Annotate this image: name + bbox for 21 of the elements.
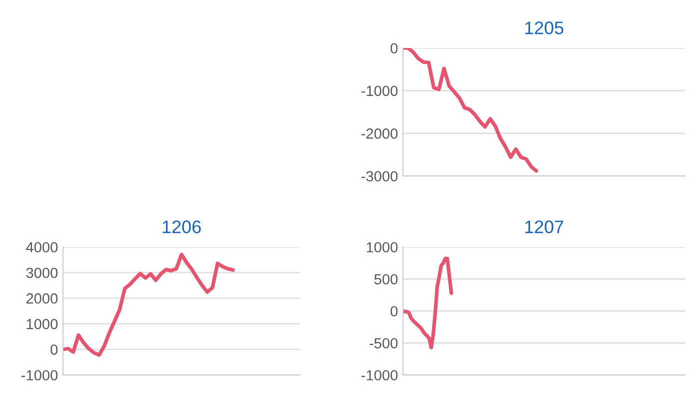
line-series [403,256,454,350]
chart-title: 1206 [162,220,201,234]
y-tick-label: -3000 [361,171,398,182]
y-tick-label: -2000 [361,128,398,139]
y-tick-label: -1000 [21,370,58,380]
y-tick-label: 2000 [26,293,58,304]
y-tick-label: 0 [390,306,398,316]
y-tick-label: 3000 [26,268,58,278]
y-tick-label: 4000 [26,242,58,252]
line-series [403,48,538,173]
chart-title: 1207 [525,220,564,234]
y-tick-label: -1000 [361,86,398,96]
y-tick-label: 500 [374,274,398,284]
chart-title: 1205 [525,22,564,34]
line-series [63,252,235,357]
y-tick-label: 0 [390,43,398,54]
y-tick-label: 1000 [26,318,58,330]
y-tick-label: -1000 [361,370,398,380]
y-tick-label: -500 [370,338,398,348]
y-tick-label: 0 [50,344,58,355]
y-tick-label: 1000 [366,242,398,252]
